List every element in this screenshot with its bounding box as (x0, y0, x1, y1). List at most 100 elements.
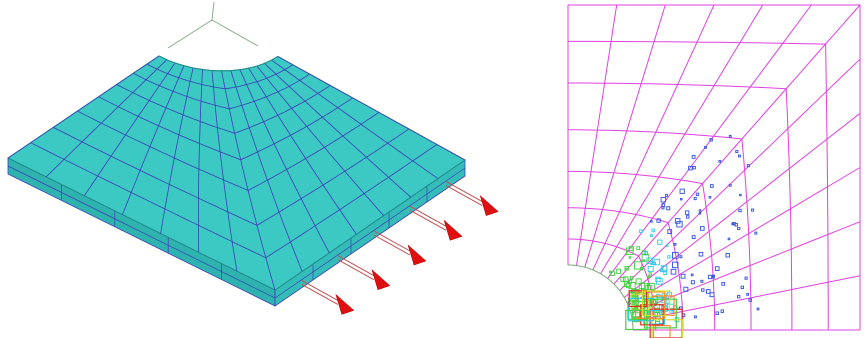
mesh-radial-line (627, 167, 861, 306)
refinement-square (620, 276, 626, 282)
mesh-radial-line (584, 4, 666, 268)
mesh-ring-line (568, 82, 793, 330)
load-arrow-shaft (373, 230, 411, 252)
refinement-square (704, 146, 707, 149)
refinement-square (694, 315, 697, 319)
refinement-square (721, 281, 726, 286)
load-arrow-head (335, 293, 355, 315)
load-arrow-shaft (445, 185, 483, 207)
refinement-square (738, 154, 741, 158)
refinement-square (715, 311, 720, 316)
refinement-square (748, 298, 752, 302)
refinement-square (657, 239, 663, 245)
refinement-indicators (609, 134, 760, 338)
refinement-square (740, 285, 744, 290)
refinement-square (734, 222, 738, 227)
refinement-square (673, 243, 677, 246)
refinement-square (666, 206, 671, 211)
refinement-square (661, 206, 665, 210)
refinement-square (738, 208, 742, 213)
refinement-square (744, 276, 748, 280)
load-arrow-head (443, 219, 463, 241)
mesh-ring-line (568, 207, 684, 330)
mesh-radial-line (160, 67, 194, 234)
refinement-square (708, 195, 712, 199)
mesh-radial-line (277, 56, 466, 161)
load-arrow-head (407, 244, 427, 266)
refinement-square (648, 272, 652, 276)
mesh-radial-line (122, 65, 185, 215)
refinement-square (706, 289, 711, 294)
refinement-square (710, 184, 714, 188)
load-arrow-head (479, 194, 499, 216)
refinement-square (671, 252, 679, 259)
refinement-cluster-square (628, 297, 655, 322)
refinement-square (674, 218, 681, 224)
refinement-square (646, 257, 653, 265)
refinement-square (676, 221, 683, 228)
mesh-ring-line (568, 4, 861, 330)
refinement-square (663, 271, 668, 276)
mesh-ring-line (568, 40, 829, 330)
mesh-ring-line (568, 129, 752, 330)
load-arrow-shaft (337, 259, 375, 281)
refinement-square (667, 255, 671, 259)
refinement-square (650, 296, 659, 305)
mesh-ring-line (77, 110, 380, 191)
mesh-radial-line (592, 4, 715, 271)
refinement-square (737, 294, 741, 299)
refinement-square (641, 250, 647, 255)
mesh-ring-line (53, 127, 410, 226)
refinement-square (624, 265, 630, 271)
refinement-square (707, 274, 713, 280)
mesh-radial-line (630, 221, 861, 314)
refinement-square (639, 229, 643, 234)
refinement-square (660, 197, 667, 203)
refinement-square (728, 134, 732, 138)
mesh-ring-line (98, 96, 353, 161)
refinement-cluster-square (641, 290, 671, 317)
hole-edge (158, 55, 279, 72)
mesh-radial-line (248, 67, 357, 235)
refinement-square (701, 288, 705, 292)
refinement-square (739, 193, 742, 197)
load-arrow-shaft (337, 255, 375, 277)
refinement-square (686, 215, 690, 219)
refinement-square (731, 222, 735, 226)
load-arrow-shaft (445, 181, 483, 203)
mesh-radial-line (600, 4, 764, 274)
refinement-square (615, 268, 621, 274)
refinement-square (709, 138, 713, 142)
refinement-square (746, 164, 750, 168)
refinement-square (650, 220, 653, 223)
axis-z-line (211, 1, 215, 21)
refinement-square (672, 261, 679, 269)
refinement-square (628, 282, 636, 290)
refinement-square (683, 286, 689, 292)
mesh-radial-line (221, 70, 276, 291)
refinement-square (756, 307, 760, 311)
refinement-cluster-square (643, 298, 677, 329)
mesh-radial-line (7, 55, 160, 159)
refinement-square (718, 160, 722, 163)
refinement-square (655, 277, 663, 285)
load-arrow-shaft (373, 234, 411, 256)
mesh-radial-line (613, 4, 861, 285)
refinement-square (691, 235, 696, 239)
refinement-square (754, 231, 758, 235)
refinement-square (629, 275, 634, 280)
refinement-square (684, 210, 690, 215)
mesh-radial-line (264, 63, 411, 198)
refinement-square (667, 229, 673, 234)
load-arrow-shaft (409, 205, 447, 227)
mesh-radial-line (211, 70, 238, 272)
refinement-square (735, 149, 739, 154)
refinement-square (700, 226, 705, 231)
mesh-radial-line (576, 4, 618, 266)
mesh-radial-line (271, 59, 439, 179)
refinement-square (661, 203, 666, 207)
refinement-square (698, 251, 704, 257)
mesh-lines (567, 4, 861, 331)
plate-layer-line (7, 165, 466, 299)
refinement-square (727, 237, 731, 241)
